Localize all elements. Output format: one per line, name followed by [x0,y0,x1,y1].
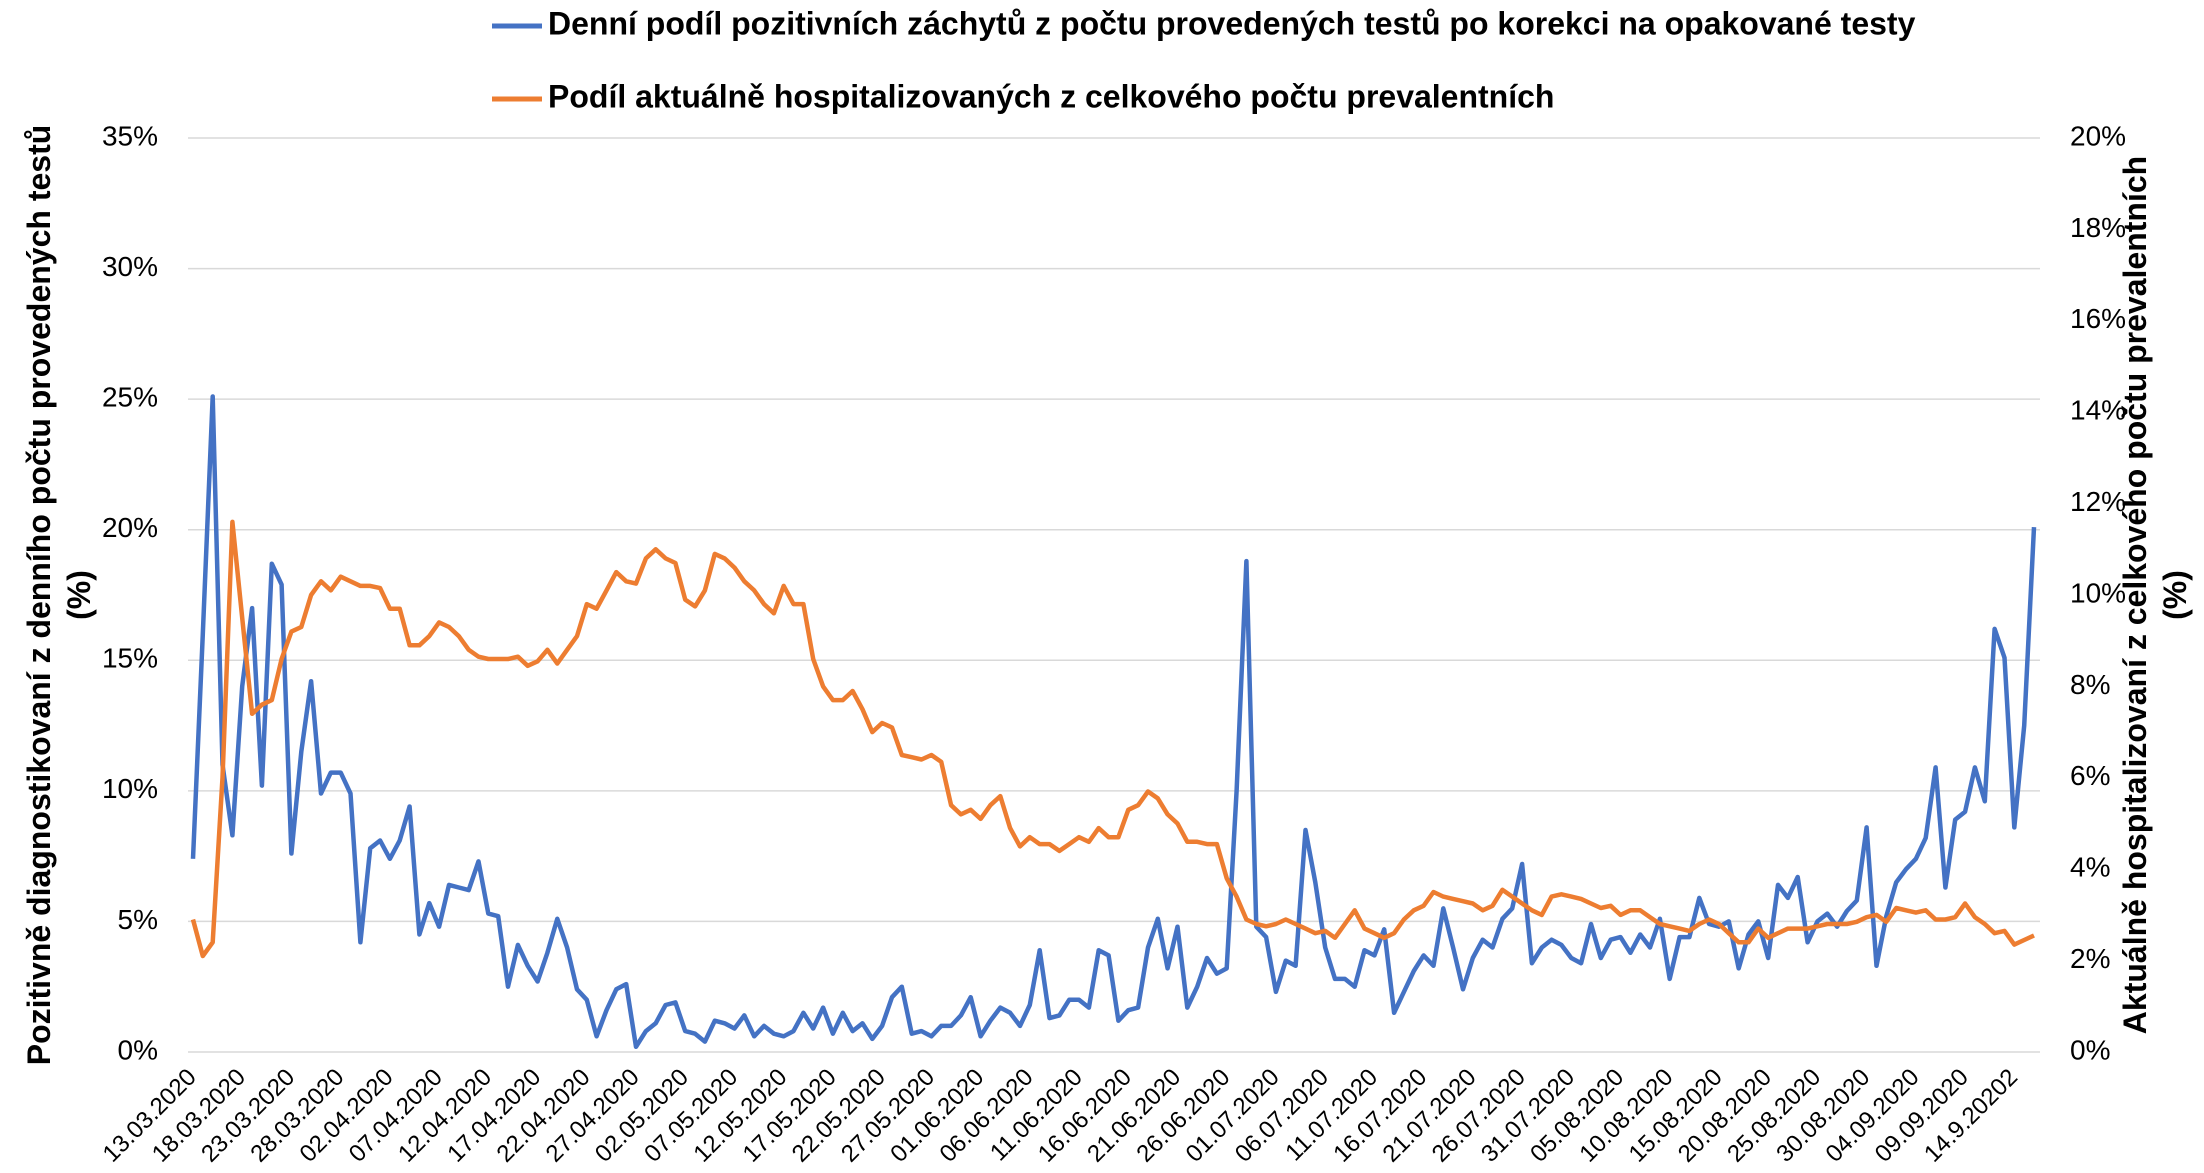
series-line [190,519,2035,959]
legend-label: Podíl aktuálně hospitalizovaných z celko… [548,78,1554,114]
y-tick-label: 0% [118,1034,158,1065]
y2-tick-label: 2% [2070,943,2110,974]
y2-tick-label: 14% [2070,395,2126,426]
y-tick-label: 10% [102,773,158,804]
y-axis-title-line: Pozitivně diagnostikovaní z denního počt… [21,125,57,1066]
y2-tick-label: 18% [2070,212,2126,243]
y2-tick-label: 12% [2070,486,2126,517]
y-tick-label: 25% [102,382,158,413]
y2-tick-label: 0% [2070,1034,2110,1065]
y2-tick-label: 6% [2070,760,2110,791]
series-line [190,394,2037,1050]
y2-axis-title-line: Aktuálně hospitalizovaní z celkového poč… [2117,156,2153,1034]
y-tick-label: 20% [102,512,158,543]
y-tick-label: 15% [102,643,158,674]
y-tick-label: 30% [102,251,158,282]
y2-axis-title-line: (%) [2157,570,2193,620]
y2-tick-label: 16% [2070,303,2126,334]
y-axis-title-line: (%) [61,570,97,620]
y2-tick-label: 10% [2070,577,2126,608]
y-axis-title: Pozitivně diagnostikovaní z denního počt… [21,125,97,1066]
legend-label: Denní podíl pozitivních záchytů z počtu … [548,5,1916,41]
y2-tick-label: 4% [2070,852,2110,883]
y-tick-label: 35% [102,120,158,151]
y-tick-label: 5% [118,904,158,935]
y2-tick-label: 8% [2070,669,2110,700]
y2-axis-title: Aktuálně hospitalizovaní z celkového poč… [2117,156,2193,1034]
y2-tick-label: 20% [2070,120,2126,151]
